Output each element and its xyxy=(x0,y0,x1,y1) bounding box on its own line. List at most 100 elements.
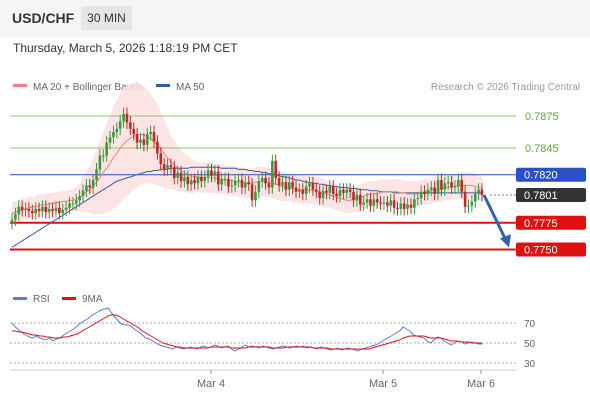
candle-body xyxy=(64,207,68,210)
candle-body xyxy=(355,195,359,201)
candle-body xyxy=(416,198,420,200)
candle-body xyxy=(470,201,474,206)
candle-body xyxy=(480,189,484,196)
candle-body xyxy=(321,190,325,199)
candle-body xyxy=(369,199,372,206)
candle-body xyxy=(233,181,237,186)
candle-body xyxy=(281,182,284,186)
ma50-legend-label: MA 50 xyxy=(176,82,205,93)
candle-body xyxy=(413,199,416,208)
candle-body xyxy=(206,170,210,177)
candle-body xyxy=(71,203,75,205)
price-plot: 0.7875 0.7845 0.7820 0.7801 0.7775 0.7750 xyxy=(10,82,586,257)
candle-body xyxy=(196,176,200,184)
candle-body xyxy=(203,176,207,182)
candle-body xyxy=(68,203,71,208)
candle-body xyxy=(34,208,37,214)
x-tick-label: Mar 6 xyxy=(467,378,495,390)
level-tag-support xyxy=(516,215,586,230)
candle-body xyxy=(20,206,24,210)
rsi-ma-legend-label: 9MA xyxy=(82,294,103,305)
ma20-legend-swatch xyxy=(13,84,27,87)
candle-body xyxy=(115,128,119,133)
candle-body xyxy=(210,170,213,176)
candle-body xyxy=(162,164,166,170)
candle-body xyxy=(294,187,298,192)
level-label-pivot: 0.7820 xyxy=(524,170,558,182)
candle-body xyxy=(125,113,129,123)
candle-body xyxy=(237,180,240,182)
candle-body xyxy=(379,202,382,204)
candle-body xyxy=(118,121,122,129)
candle-body xyxy=(365,199,369,203)
candle-body xyxy=(358,195,362,205)
candle-body xyxy=(152,132,156,142)
candle-body xyxy=(44,206,48,213)
candle-body xyxy=(200,176,203,182)
candle-body xyxy=(54,207,58,212)
candle-body xyxy=(386,202,389,206)
rsi-line xyxy=(11,307,482,352)
candle-body xyxy=(30,211,34,214)
candle-body xyxy=(426,189,430,194)
candle-body xyxy=(311,183,315,190)
candle-body xyxy=(176,172,179,178)
candle-body xyxy=(348,189,352,192)
timeframe-button[interactable]: 30 MIN xyxy=(81,6,132,30)
candle-body xyxy=(436,180,440,194)
rsi-tick-label: 70 xyxy=(524,319,536,330)
header-bar: USD/CHF 30 MIN xyxy=(0,0,590,37)
symbol-title: USD/CHF xyxy=(12,10,75,26)
candle-body xyxy=(230,185,234,187)
candle-body xyxy=(183,176,186,182)
candle-body xyxy=(213,171,217,176)
candle-body xyxy=(254,191,257,201)
candle-body xyxy=(274,160,278,178)
chart-datetime: Thursday, March 5, 2026 1:18:19 PM CET xyxy=(13,41,238,55)
x-axis: Mar 4 Mar 5 Mar 6 xyxy=(10,369,516,390)
candle-body xyxy=(95,169,98,181)
candle-body xyxy=(304,186,308,194)
candle-body xyxy=(189,180,193,185)
level-label-resistance: 0.7845 xyxy=(525,143,559,155)
forecast-arrow-shaft xyxy=(482,194,508,241)
candle-body xyxy=(433,187,436,194)
candle-body xyxy=(105,142,108,156)
candle-body xyxy=(372,199,376,206)
candle-body xyxy=(179,172,183,182)
candle-body xyxy=(139,139,142,143)
candle-body xyxy=(342,189,345,193)
candle-body xyxy=(406,204,409,209)
ma20-legend-label: MA 20 + Bollinger Bands xyxy=(33,82,143,93)
candle-body xyxy=(271,160,274,188)
candle-body xyxy=(101,155,105,157)
candle-body xyxy=(267,183,271,188)
candle-body xyxy=(166,165,169,170)
candle-body xyxy=(108,137,112,143)
candle-body xyxy=(122,113,125,122)
level-label-support: 0.7775 xyxy=(524,218,558,230)
candle-body xyxy=(308,183,311,187)
level-tag-support xyxy=(516,242,586,257)
candle-body xyxy=(85,185,88,191)
candle-body xyxy=(132,128,136,135)
candle-body xyxy=(216,171,220,185)
candle-body xyxy=(409,204,413,208)
candle-body xyxy=(419,191,423,199)
candle-body xyxy=(173,167,176,178)
candle-body xyxy=(440,180,443,190)
candle-body xyxy=(156,141,159,154)
candle-body xyxy=(193,180,196,184)
rsi-ma-line xyxy=(12,314,482,350)
candle-body xyxy=(264,177,267,184)
candle-body xyxy=(240,180,244,188)
x-tick-label: Mar 4 xyxy=(197,378,225,390)
rsi-tick-label: 50 xyxy=(524,339,536,350)
candle-body xyxy=(301,189,305,194)
candle-body xyxy=(429,187,433,190)
candle-body xyxy=(450,182,453,188)
candle-body xyxy=(37,208,41,212)
candle-body xyxy=(250,184,254,201)
candle-body xyxy=(362,202,365,205)
